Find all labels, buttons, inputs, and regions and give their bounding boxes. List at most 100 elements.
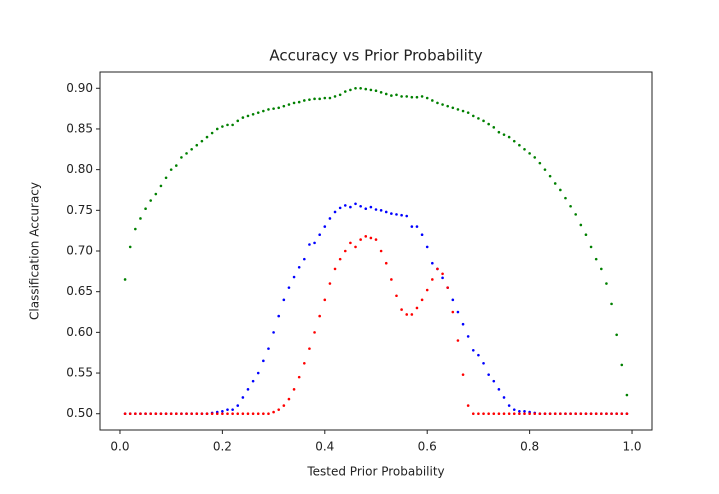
point — [262, 412, 265, 416]
point — [328, 282, 332, 285]
point — [246, 412, 250, 416]
point — [605, 282, 608, 285]
point — [139, 412, 142, 416]
point — [251, 379, 255, 383]
point — [169, 168, 173, 171]
point — [461, 373, 465, 376]
point — [379, 91, 383, 94]
y-tick-label: 0.85 — [66, 121, 93, 135]
point — [502, 396, 506, 399]
point — [441, 103, 444, 106]
point — [231, 412, 234, 416]
point — [262, 109, 265, 113]
point — [343, 204, 347, 207]
point — [195, 143, 199, 147]
point — [174, 412, 178, 416]
point — [333, 210, 337, 214]
point — [569, 204, 572, 208]
point — [226, 123, 229, 127]
point — [456, 339, 460, 342]
point — [533, 156, 537, 159]
point — [210, 131, 214, 135]
point — [420, 298, 424, 302]
point — [569, 412, 572, 416]
point — [292, 388, 296, 391]
point — [405, 95, 409, 98]
point — [374, 208, 378, 211]
point — [323, 96, 327, 100]
point — [543, 168, 547, 171]
point — [144, 412, 147, 416]
point — [272, 410, 275, 414]
point — [308, 243, 311, 246]
point — [303, 257, 306, 261]
point — [164, 176, 168, 180]
point — [287, 397, 291, 401]
point — [215, 127, 219, 131]
point — [359, 204, 362, 208]
point — [533, 412, 537, 416]
point — [282, 104, 286, 108]
point — [364, 207, 368, 210]
x-tick-label: 0.2 — [213, 440, 232, 454]
point — [395, 93, 398, 97]
point — [410, 313, 414, 316]
point — [425, 245, 429, 249]
point — [538, 412, 542, 416]
point — [338, 93, 342, 97]
point — [400, 213, 403, 217]
point — [477, 353, 480, 357]
point — [195, 412, 199, 416]
point — [528, 152, 531, 155]
point — [615, 412, 618, 416]
point — [134, 227, 137, 231]
point — [471, 348, 475, 352]
point — [461, 109, 465, 113]
point — [625, 393, 629, 397]
point — [287, 103, 291, 106]
point — [128, 245, 132, 249]
point — [384, 210, 388, 214]
point — [236, 412, 240, 416]
point — [374, 238, 378, 241]
point — [256, 412, 260, 416]
point — [226, 412, 229, 416]
point — [415, 306, 419, 310]
point — [251, 412, 255, 416]
point — [523, 409, 526, 413]
point — [420, 95, 424, 98]
point — [338, 206, 342, 210]
point — [318, 97, 321, 101]
point — [236, 404, 240, 407]
point — [405, 313, 409, 316]
point — [369, 236, 373, 240]
point — [564, 412, 567, 416]
point — [436, 101, 439, 105]
point — [518, 409, 521, 413]
point — [584, 412, 588, 416]
point — [282, 404, 286, 407]
chart-title: Accuracy vs Prior Probability — [269, 47, 482, 65]
point — [543, 412, 547, 416]
point — [123, 412, 127, 416]
point — [313, 241, 316, 245]
point — [246, 388, 250, 391]
x-tick-label: 0.6 — [418, 440, 437, 454]
point — [482, 361, 485, 365]
point — [431, 99, 434, 102]
point — [308, 98, 311, 101]
point — [287, 286, 291, 289]
point — [164, 412, 168, 416]
point — [282, 298, 286, 302]
point — [369, 88, 373, 92]
point — [139, 217, 142, 220]
point — [553, 182, 557, 185]
point — [328, 96, 332, 100]
point — [379, 249, 383, 253]
point — [420, 233, 424, 237]
point — [497, 388, 501, 391]
point — [323, 225, 327, 228]
y-tick-label: 0.70 — [66, 244, 93, 258]
point — [144, 207, 147, 210]
